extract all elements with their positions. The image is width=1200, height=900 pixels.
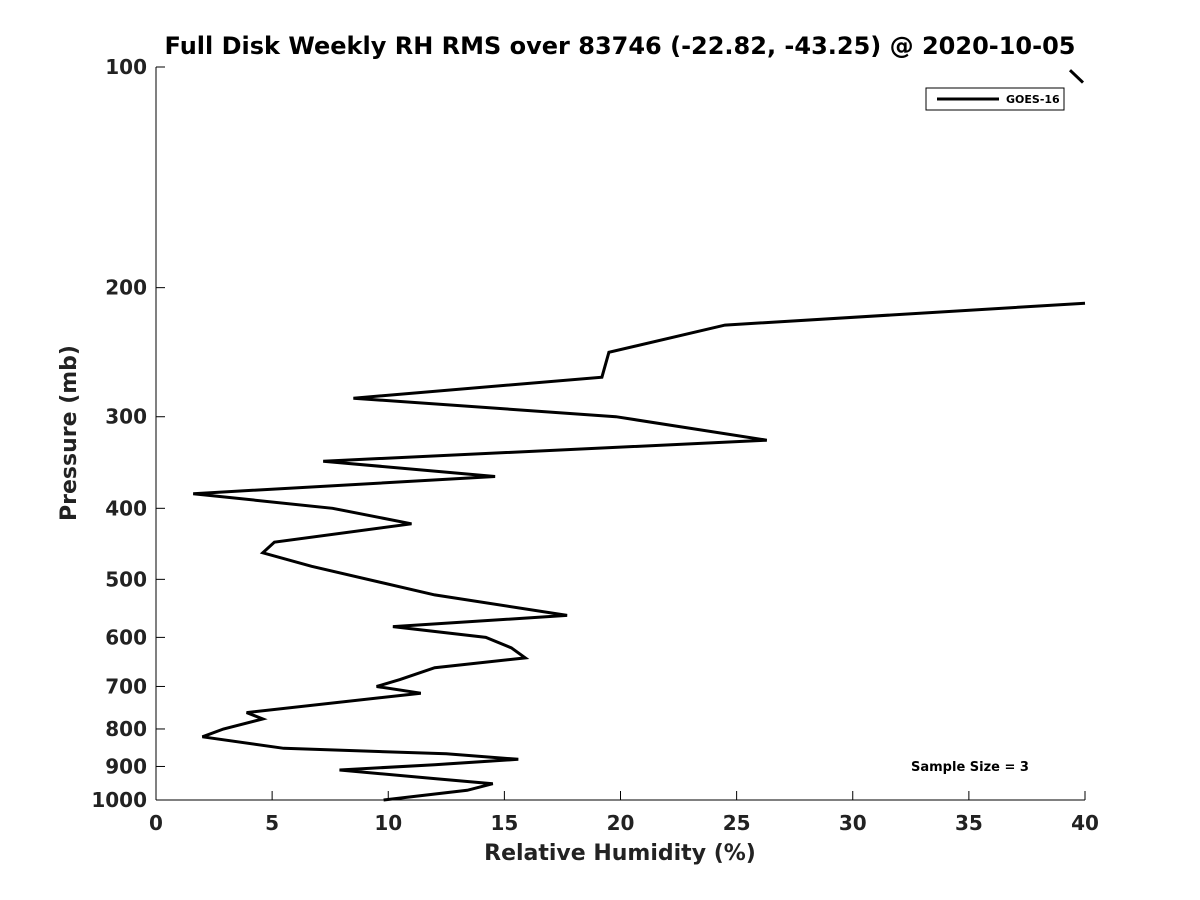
x-tick-label: 25 <box>723 811 751 835</box>
y-tick-label: 600 <box>105 625 147 649</box>
y-tick-label: 900 <box>105 754 147 778</box>
series-lines <box>193 69 1086 802</box>
x-tick-label: 5 <box>265 811 279 835</box>
x-tick-label: 20 <box>607 811 635 835</box>
legend-label: GOES-16 <box>1006 93 1060 106</box>
y-tick-label: 400 <box>105 496 147 520</box>
y-axis-label: Pressure (mb) <box>57 345 82 521</box>
y-tick-label: 200 <box>105 276 147 300</box>
x-tick-label: 30 <box>839 811 867 835</box>
chart-title: Full Disk Weekly RH RMS over 83746 (-22.… <box>165 32 1076 60</box>
x-ticks: 0 5 10 15 20 25 30 35 40 <box>149 791 1099 835</box>
y-tick-label: 300 <box>105 405 147 429</box>
legend: GOES-16 <box>925 87 1065 111</box>
axes <box>155 67 1085 801</box>
x-tick-label: 15 <box>490 811 518 835</box>
x-tick-label: 35 <box>955 811 983 835</box>
y-ticks: 100 200 300 400 500 600 700 800 900 1000 <box>91 55 165 812</box>
y-tick-label: 1000 <box>91 788 147 812</box>
x-tick-label: 40 <box>1071 811 1099 835</box>
x-tick-label: 10 <box>374 811 402 835</box>
y-tick-label: 700 <box>105 674 147 698</box>
x-axis-label: Relative Humidity (%) <box>484 841 756 866</box>
x-tick-label: 0 <box>149 811 163 835</box>
sample-size-note: Sample Size = 3 <box>911 760 1029 775</box>
y-tick-label: 500 <box>105 567 147 591</box>
y-tick-label: 800 <box>105 717 147 741</box>
series-line-goes-16 <box>193 301 1086 802</box>
series-line-offscale-segment <box>1068 69 1085 84</box>
y-tick-label: 100 <box>105 55 147 79</box>
